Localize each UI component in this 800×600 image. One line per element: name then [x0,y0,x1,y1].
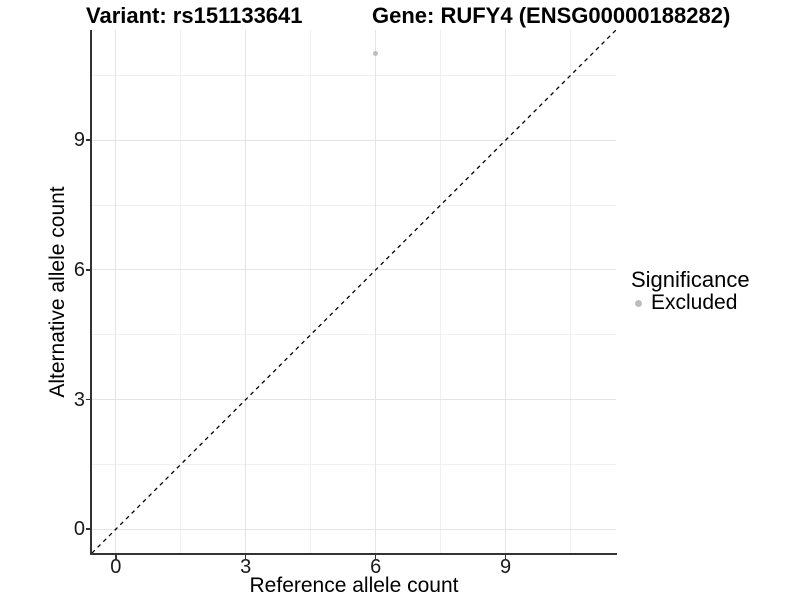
gridline-major-vertical [115,30,117,553]
gridline-minor-horizontal [92,204,616,206]
gridline-major-horizontal [92,399,616,401]
legend-item-excluded: Excluded [631,292,750,314]
y-tick-label: 6 [73,258,85,281]
gridline-minor-vertical [440,30,442,553]
x-tick-label: 0 [110,556,122,578]
y-tick-label: 0 [73,518,85,541]
gridline-major-horizontal [92,528,616,530]
x-tick-label: 3 [240,556,252,578]
legend-title: Significance [631,267,750,292]
gridline-minor-vertical [180,30,182,553]
gridline-major-horizontal [92,269,616,271]
y-axis-title: Alternative allele count [46,186,69,398]
x-tick-label: 6 [370,556,382,578]
plot-panel [92,30,616,553]
x-tick-mark [374,555,377,559]
data-point [373,51,379,57]
x-tick-mark [504,555,507,559]
x-tick-label: 9 [500,556,512,578]
legend-key-dot-icon [635,299,642,307]
y-tick-mark [86,139,90,141]
y-tick-mark [86,528,90,530]
gridline-major-vertical [245,30,247,553]
y-axis-line [90,30,92,555]
gridline-minor-horizontal [92,334,616,336]
gridline-minor-horizontal [92,74,616,76]
legend: Significance Excluded [631,268,750,314]
identity-line [92,30,616,553]
legend-item-label: Excluded [651,291,738,314]
x-axis-line [90,553,617,555]
plot-title-variant: Variant: rs151133641 [86,3,303,28]
gridline-major-horizontal [92,139,616,141]
plot-title-gene: Gene: RUFY4 (ENSG00000188282) [372,3,731,28]
x-tick-mark [115,555,117,559]
gridline-minor-horizontal [92,463,616,465]
x-axis-title: Reference allele count [249,574,459,597]
x-tick-mark [244,555,247,559]
gridline-major-vertical [505,30,507,553]
y-tick-mark [86,398,90,401]
y-tick-label: 3 [73,388,85,411]
y-tick-label: 9 [73,129,85,152]
gridline-minor-vertical [570,30,572,553]
y-tick-mark [86,269,90,271]
gridline-major-vertical [375,30,377,553]
gridline-minor-vertical [310,30,312,553]
